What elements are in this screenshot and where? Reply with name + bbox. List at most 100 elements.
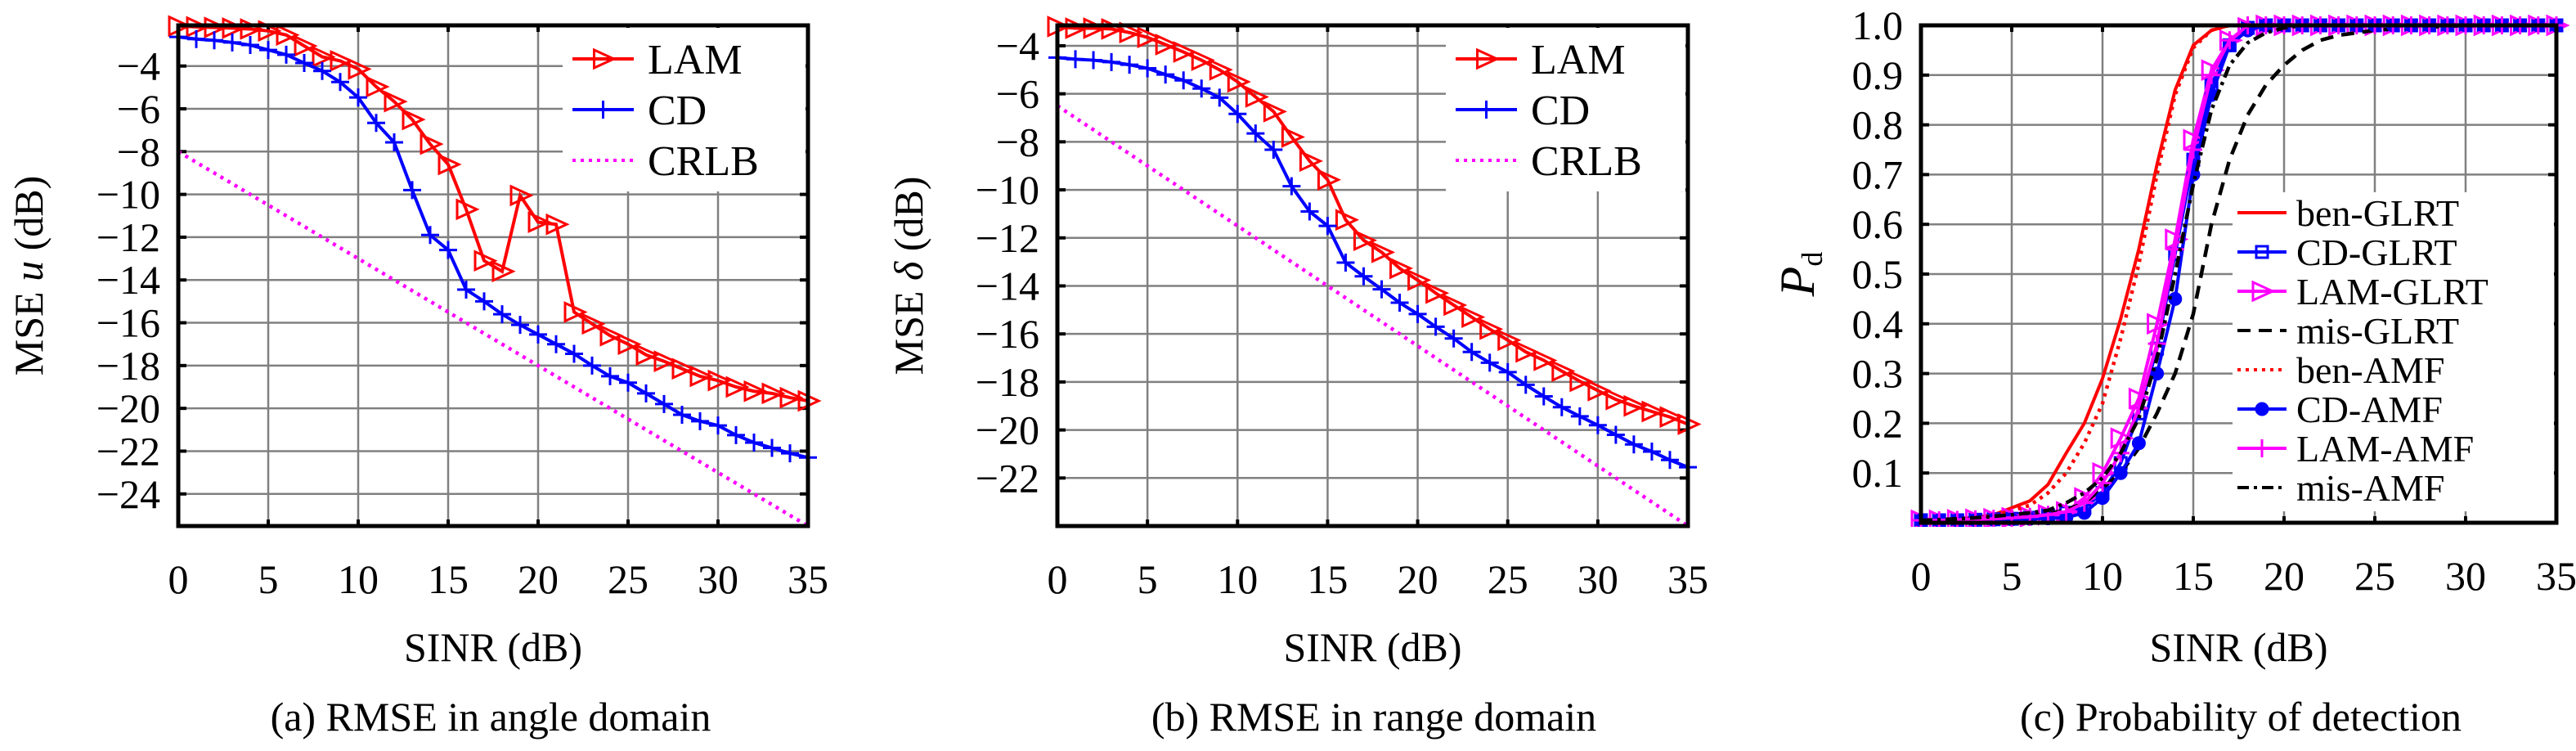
marker-triangle-right bbox=[1155, 34, 1179, 56]
marker-plus bbox=[2147, 335, 2166, 353]
marker-triangle-right bbox=[366, 75, 390, 98]
marker-triangle-right bbox=[312, 46, 336, 68]
legend-item: CRLB bbox=[572, 138, 759, 185]
marker-triangle-right bbox=[1461, 306, 1486, 328]
marker-plus bbox=[1102, 52, 1121, 71]
chart-panel-a: 0 5 10 15 20 25 30 35−4−6−8−10−12−14−16−18−20−2… bbox=[6, 15, 828, 740]
marker-triangle-right bbox=[294, 34, 318, 57]
marker-plus bbox=[331, 73, 349, 92]
y-tick-label: −14 bbox=[976, 263, 1039, 308]
marker-triangle-right bbox=[2147, 313, 2171, 335]
axes-frame bbox=[1055, 23, 1690, 528]
marker-triangle-right bbox=[1371, 241, 1396, 263]
marker-plus bbox=[601, 367, 619, 385]
legend-box bbox=[2233, 192, 2554, 511]
marker-triangle-right bbox=[689, 365, 714, 388]
x-tick-label: 30 bbox=[2445, 553, 2486, 599]
marker-triangle-right bbox=[1569, 370, 1594, 393]
x-tick-label: 0 bbox=[1911, 553, 1932, 599]
marker-plus bbox=[1138, 59, 1157, 78]
legend-item: mis-GLRT bbox=[2237, 310, 2459, 352]
legend-label: CD-GLRT bbox=[2296, 232, 2457, 273]
marker-plus bbox=[547, 335, 565, 353]
x-tick-label: 5 bbox=[258, 556, 279, 602]
marker-plus bbox=[2057, 502, 2076, 521]
marker-triangle-right bbox=[1299, 150, 1324, 173]
marker-triangle-right bbox=[1119, 21, 1143, 44]
marker-triangle-right bbox=[653, 350, 678, 372]
marker-plus bbox=[1624, 435, 1643, 454]
marker-plus bbox=[1408, 304, 1427, 323]
legend-label: ben-GLRT bbox=[2296, 192, 2459, 234]
y-tick-label: −12 bbox=[96, 214, 160, 260]
marker-plus bbox=[1354, 267, 1373, 286]
legend-label: LAM bbox=[648, 37, 743, 83]
marker-plus bbox=[619, 373, 637, 392]
marker-triangle-right bbox=[1479, 317, 1504, 340]
legend-label: mis-AMF bbox=[2296, 467, 2444, 509]
marker-plus bbox=[1066, 50, 1085, 69]
marker-triangle-right bbox=[384, 90, 408, 113]
marker-plus bbox=[421, 226, 439, 245]
legend-item: mis-AMF bbox=[2237, 467, 2444, 509]
marker-triangle-right bbox=[1245, 86, 1269, 108]
y-axis-label-text: MSE bbox=[886, 291, 931, 376]
y-axis-label-symbol: u bbox=[6, 261, 52, 281]
y-tick-label: −16 bbox=[976, 311, 1039, 357]
marker-triangle-right bbox=[402, 108, 426, 131]
marker-plus bbox=[367, 114, 385, 133]
marker-plus bbox=[565, 344, 583, 363]
marker-plus bbox=[1516, 376, 1535, 394]
marker-plus bbox=[457, 281, 475, 299]
marker-plus bbox=[745, 434, 763, 452]
marker-plus bbox=[1264, 141, 1283, 160]
chart-panel-c: 0 5 10 15 20 25 30 35 0.10.20.30.40.50.60.70.80.… bbox=[1770, 2, 2576, 740]
marker-plus bbox=[1300, 202, 1319, 221]
marker-triangle-right bbox=[1317, 169, 1342, 191]
marker-plus bbox=[1372, 280, 1391, 299]
x-tick-label: 20 bbox=[518, 556, 559, 602]
y-tick-label: −18 bbox=[96, 343, 160, 389]
marker-plus bbox=[583, 356, 601, 375]
marker-plus bbox=[2184, 141, 2202, 159]
legend-label: LAM bbox=[1531, 37, 1626, 83]
marker-star bbox=[2255, 402, 2269, 416]
marker-triangle-right bbox=[545, 213, 570, 236]
marker-plus bbox=[1480, 353, 1499, 372]
legend: ben-GLRTCD-GLRTLAM-GLRTmis-GLRTben-AMFCD… bbox=[2233, 190, 2559, 511]
marker-triangle-right bbox=[707, 369, 732, 392]
x-tick-label: 35 bbox=[2536, 553, 2576, 599]
marker-triangle-right bbox=[1443, 294, 1468, 317]
marker-plus bbox=[2220, 31, 2239, 50]
y-tick-label: −10 bbox=[96, 172, 160, 218]
marker-plus bbox=[529, 325, 547, 344]
marker-triangle-right bbox=[527, 211, 552, 233]
y-tick-label: −6 bbox=[996, 71, 1039, 117]
legend-label: CD bbox=[648, 88, 707, 134]
marker-plus bbox=[709, 416, 727, 435]
marker-triangle-right bbox=[1659, 406, 1684, 429]
y-tick-label: 0.7 bbox=[1852, 151, 1904, 197]
marker-triangle-right bbox=[1515, 340, 1540, 363]
legend-item: LAM bbox=[572, 37, 743, 83]
marker-triangle-right bbox=[473, 250, 498, 272]
marker-plus bbox=[763, 438, 781, 457]
marker-triangle-right bbox=[2110, 427, 2134, 449]
y-axis-label-text: MSE bbox=[6, 291, 52, 376]
legend-item: LAM-GLRT bbox=[2237, 271, 2488, 313]
y-tick-label: −18 bbox=[976, 359, 1039, 405]
y-tick-label: −8 bbox=[996, 119, 1039, 164]
marker-plus bbox=[259, 41, 277, 60]
marker-plus bbox=[241, 36, 259, 55]
legend-label: CD bbox=[1531, 88, 1590, 134]
y-tick-label: −6 bbox=[117, 86, 160, 132]
marker-plus bbox=[2129, 399, 2148, 418]
legend-label: CRLB bbox=[1531, 138, 1642, 185]
marker-plus bbox=[277, 45, 295, 64]
y-tick-label: 1.0 bbox=[1852, 2, 1904, 48]
marker-triangle-right bbox=[1263, 101, 1287, 123]
y-tick-label: −10 bbox=[976, 167, 1039, 213]
y-tick-label: 0.4 bbox=[1852, 301, 1904, 347]
legend-label: LAM-AMF bbox=[2296, 428, 2474, 470]
